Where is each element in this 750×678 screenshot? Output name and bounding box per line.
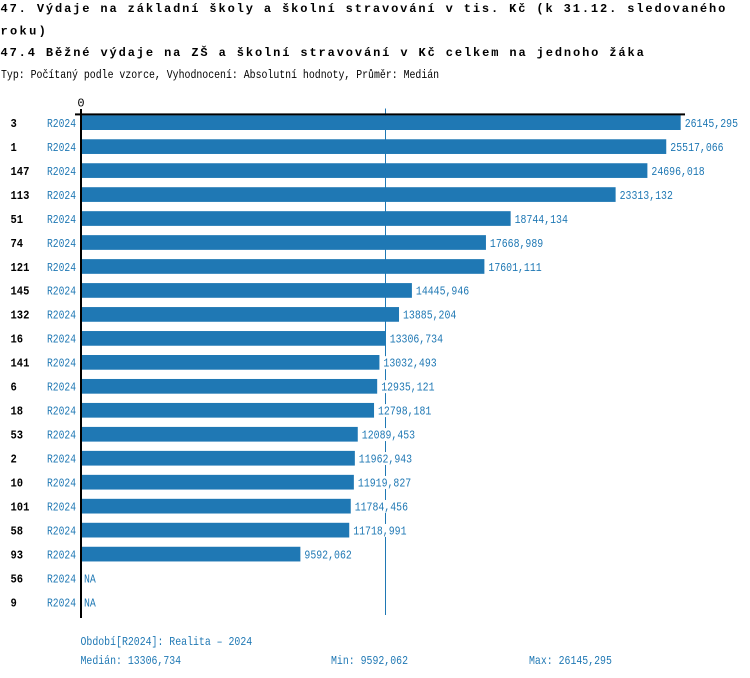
svg-text:R2024: R2024 bbox=[47, 596, 76, 610]
svg-text:16: 16 bbox=[11, 333, 24, 347]
svg-text:18: 18 bbox=[11, 405, 24, 419]
svg-text:113: 113 bbox=[11, 189, 30, 203]
svg-text:2: 2 bbox=[11, 453, 17, 467]
svg-text:23313,132: 23313,132 bbox=[620, 189, 673, 203]
svg-text:17668,989: 17668,989 bbox=[490, 237, 543, 251]
svg-text:58: 58 bbox=[11, 524, 24, 538]
svg-text:Medián: 13306,734: Medián: 13306,734 bbox=[81, 654, 182, 668]
svg-text:26145,295: 26145,295 bbox=[685, 117, 738, 131]
svg-text:Období[R2024]: Realita – 2024: Období[R2024]: Realita – 2024 bbox=[81, 635, 253, 649]
svg-text:132: 132 bbox=[11, 309, 30, 323]
svg-text:10: 10 bbox=[11, 477, 24, 491]
svg-text:101: 101 bbox=[11, 501, 30, 515]
svg-text:R2024: R2024 bbox=[47, 357, 76, 371]
svg-text:14445,946: 14445,946 bbox=[416, 285, 469, 299]
svg-text:13032,493: 13032,493 bbox=[383, 357, 436, 371]
svg-text:R2024: R2024 bbox=[47, 141, 76, 155]
svg-text:R2024: R2024 bbox=[47, 333, 76, 347]
svg-text:R2024: R2024 bbox=[47, 381, 76, 395]
svg-text:0: 0 bbox=[77, 97, 84, 111]
svg-text:Typ: Počítaný podle vzorce, Vy: Typ: Počítaný podle vzorce, Vyhodnocení:… bbox=[1, 68, 439, 82]
svg-text:6: 6 bbox=[11, 381, 17, 395]
svg-text:11784,456: 11784,456 bbox=[355, 501, 408, 515]
svg-text:24696,018: 24696,018 bbox=[651, 165, 704, 179]
svg-text:47.4 Běžné výdaje na ZŠ a škol: 47.4 Běžné výdaje na ZŠ a školní stravov… bbox=[1, 45, 644, 60]
svg-text:11718,991: 11718,991 bbox=[353, 524, 406, 538]
svg-text:R2024: R2024 bbox=[47, 237, 76, 251]
svg-text:11919,827: 11919,827 bbox=[358, 477, 411, 491]
svg-text:121: 121 bbox=[11, 261, 30, 275]
svg-text:56: 56 bbox=[11, 572, 24, 586]
svg-text:9592,062: 9592,062 bbox=[304, 548, 351, 562]
svg-text:17601,111: 17601,111 bbox=[488, 261, 541, 275]
svg-text:9: 9 bbox=[11, 596, 17, 610]
svg-text:13306,734: 13306,734 bbox=[390, 333, 443, 347]
svg-text:R2024: R2024 bbox=[47, 261, 76, 275]
svg-text:R2024: R2024 bbox=[47, 548, 76, 562]
svg-text:12798,181: 12798,181 bbox=[378, 405, 431, 419]
svg-text:3: 3 bbox=[11, 117, 17, 131]
svg-text:1: 1 bbox=[11, 141, 17, 155]
svg-text:13885,204: 13885,204 bbox=[403, 309, 456, 323]
svg-text:roku): roku) bbox=[1, 25, 46, 39]
svg-text:25517,066: 25517,066 bbox=[670, 141, 723, 155]
svg-text:R2024: R2024 bbox=[47, 572, 76, 586]
svg-text:Min: 9592,062: Min: 9592,062 bbox=[331, 654, 408, 668]
svg-text:R2024: R2024 bbox=[47, 117, 76, 131]
svg-text:R2024: R2024 bbox=[47, 213, 76, 227]
svg-text:R2024: R2024 bbox=[47, 285, 76, 299]
svg-text:R2024: R2024 bbox=[47, 405, 76, 419]
svg-text:R2024: R2024 bbox=[47, 189, 76, 203]
svg-text:53: 53 bbox=[11, 429, 24, 443]
svg-text:R2024: R2024 bbox=[47, 429, 76, 443]
svg-text:74: 74 bbox=[11, 237, 24, 251]
svg-text:R2024: R2024 bbox=[47, 477, 76, 491]
svg-text:R2024: R2024 bbox=[47, 453, 76, 467]
svg-text:11962,943: 11962,943 bbox=[359, 453, 412, 467]
svg-text:R2024: R2024 bbox=[47, 524, 76, 538]
svg-text:51: 51 bbox=[11, 213, 24, 227]
svg-text:12935,121: 12935,121 bbox=[381, 381, 434, 395]
svg-text:R2024: R2024 bbox=[47, 165, 76, 179]
svg-text:93: 93 bbox=[11, 548, 24, 562]
svg-text:Max: 26145,295: Max: 26145,295 bbox=[529, 654, 612, 668]
svg-text:145: 145 bbox=[11, 285, 30, 299]
svg-text:18744,134: 18744,134 bbox=[515, 213, 568, 227]
svg-text:NA: NA bbox=[84, 596, 96, 610]
svg-text:141: 141 bbox=[11, 357, 30, 371]
svg-text:R2024: R2024 bbox=[47, 309, 76, 323]
svg-text:R2024: R2024 bbox=[47, 501, 76, 515]
svg-text:12089,453: 12089,453 bbox=[362, 429, 415, 443]
svg-text:NA: NA bbox=[84, 572, 96, 586]
svg-text:147: 147 bbox=[11, 165, 30, 179]
